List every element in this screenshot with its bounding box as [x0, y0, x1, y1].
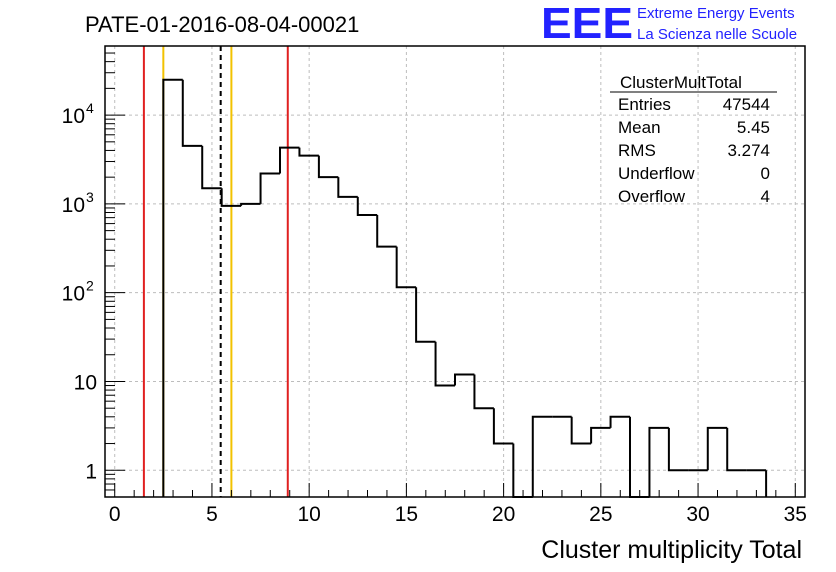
- x-axis-label: Cluster multiplicity Total: [541, 536, 802, 564]
- histogram-bin: [259, 172, 280, 204]
- y-tick-label: 10: [62, 283, 85, 306]
- stats-value: 0: [761, 164, 770, 183]
- stats-value: 3.274: [727, 141, 770, 160]
- histogram-bin: [337, 177, 358, 198]
- histogram-bars: [162, 78, 768, 498]
- y-tick-exponent: 2: [86, 278, 94, 294]
- histogram-bin: [356, 196, 378, 216]
- y-tick-exponent: 4: [86, 100, 94, 116]
- x-tick-label: 20: [492, 503, 515, 526]
- stats-label: Underflow: [618, 164, 695, 183]
- histogram-bin: [201, 145, 222, 190]
- histogram-bin: [492, 408, 514, 445]
- histogram-bin: [240, 202, 261, 206]
- x-tick-label: 15: [395, 503, 418, 526]
- plot-frame: [104, 45, 806, 498]
- stats-box: ClusterMultTotal Entries 47544 Mean 5.45…: [610, 73, 777, 206]
- histogram-bin: [590, 426, 611, 444]
- x-tick-label: 30: [686, 503, 709, 526]
- stats-value: 47544: [723, 95, 770, 114]
- y-tick-label: 10: [62, 194, 85, 217]
- y-tick-label: 1: [85, 460, 97, 483]
- y-tick-exponent: 3: [86, 189, 94, 205]
- eee-logo-mark: EEE: [541, 0, 633, 48]
- x-axis: 0 5 10 15 20 25 30 35: [109, 483, 807, 526]
- x-tick-label: 25: [589, 503, 612, 526]
- histogram-bin: [667, 427, 689, 472]
- histogram-bin: [512, 443, 533, 498]
- x-tick-label: 35: [784, 503, 807, 526]
- histogram-bin: [415, 287, 436, 343]
- histogram-bin: [648, 426, 669, 497]
- histogram-bin: [220, 188, 242, 207]
- logo-line-1: Extreme Energy Events: [637, 5, 795, 22]
- stats-value: 5.45: [737, 118, 770, 137]
- histogram-bin: [609, 415, 630, 428]
- stats-label: Overflow: [618, 187, 686, 206]
- histogram-bin: [395, 246, 417, 289]
- stats-value: 4: [761, 187, 770, 206]
- histogram-bin: [181, 79, 203, 147]
- grid: [105, 46, 805, 497]
- chart-title: PATE-01-2016-08-04-00021: [85, 12, 359, 37]
- stats-label: Mean: [618, 118, 661, 137]
- stats-label: RMS: [618, 141, 656, 160]
- histogram-bin: [376, 214, 397, 248]
- histogram-bin: [317, 155, 339, 179]
- y-tick-label: 10: [62, 105, 85, 128]
- histogram-bin: [279, 146, 300, 174]
- histogram-bin: [434, 341, 455, 387]
- x-tick-label: 5: [206, 503, 218, 526]
- x-tick-label: 0: [109, 503, 121, 526]
- histogram-bin: [706, 426, 728, 471]
- histogram-bin: [629, 416, 650, 498]
- histogram-bin: [162, 78, 183, 497]
- marker-lines: [142, 46, 289, 497]
- histogram-bin: [298, 147, 319, 157]
- stats-label: Entries: [618, 95, 671, 114]
- x-tick-label: 10: [297, 503, 320, 526]
- histogram-bin: [726, 427, 747, 472]
- histogram-bin: [454, 373, 475, 386]
- histogram-bin: [473, 374, 494, 410]
- logo-line-2: La Scienza nelle Scuole: [637, 26, 797, 43]
- stats-title: ClusterMultTotal: [620, 73, 742, 92]
- y-tick-label: 10: [74, 371, 97, 394]
- histogram-bin: [531, 415, 553, 497]
- histogram-bin: [570, 416, 592, 445]
